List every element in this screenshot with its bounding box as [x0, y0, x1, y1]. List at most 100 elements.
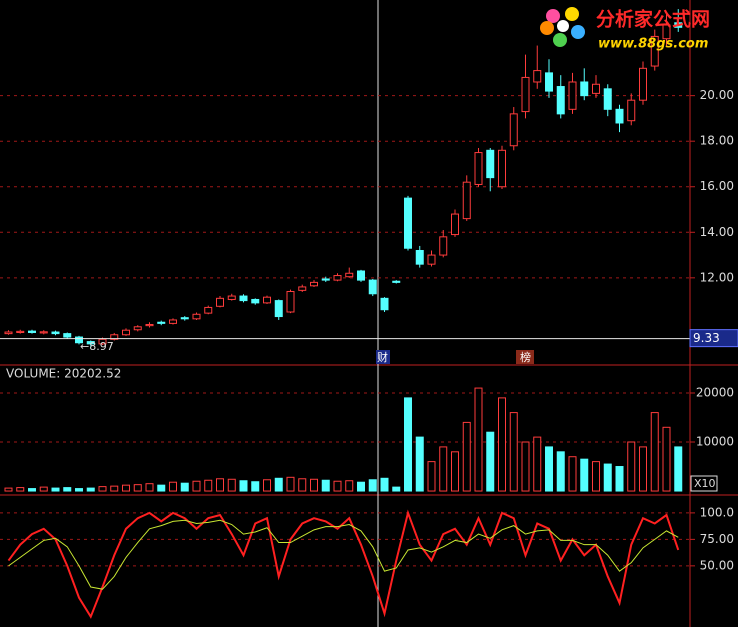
volume-bar [474, 387, 483, 492]
low-annotation: ←8.97 [80, 340, 114, 353]
logo-petal [540, 21, 554, 35]
y-tick-label: 100.0 [700, 505, 734, 519]
volume-bar [462, 421, 471, 492]
y-tick-label: 10000 [696, 435, 734, 449]
y-tick-label: 20000 [696, 385, 734, 399]
volume-bar [310, 478, 318, 492]
candle-body [192, 313, 201, 320]
candle-body [310, 281, 318, 287]
panel-title: VOLUME: 20202.52 [6, 367, 121, 381]
volume-bar [286, 476, 295, 492]
volume-bar [333, 480, 342, 492]
volume-bar [662, 426, 671, 492]
volume-bar [39, 486, 48, 492]
candle-body [63, 333, 72, 338]
candle-body [28, 330, 36, 333]
volume-bar [51, 487, 60, 492]
candle-body [509, 113, 518, 147]
volume-bar [615, 466, 624, 492]
logo-title: 分析家公式网 [596, 8, 710, 31]
volume-bar [627, 441, 636, 492]
candle-body [603, 88, 612, 110]
candle-body [133, 326, 142, 331]
volume-bar [145, 483, 154, 492]
logo-petal [571, 25, 585, 39]
candle-body [122, 329, 130, 336]
candle-body [568, 81, 577, 110]
candle-body [451, 213, 459, 236]
candle-body [251, 298, 260, 304]
volume-bar [263, 479, 271, 492]
volume-bar [133, 484, 142, 492]
candle-body [75, 336, 83, 344]
candle-body [110, 334, 119, 340]
volume-bar [98, 486, 107, 492]
volume-bar [568, 456, 577, 492]
volume-bar [486, 431, 495, 492]
candle-body [545, 72, 553, 92]
volume-bar [639, 446, 647, 492]
candle-body [16, 330, 25, 333]
candle-body [345, 272, 354, 278]
candle-body [145, 324, 154, 327]
volume-bar [451, 451, 459, 492]
candle-body [321, 278, 330, 281]
volume-bar [4, 487, 13, 492]
candle-body [615, 108, 624, 124]
logo-center [557, 20, 569, 32]
candle-body [627, 99, 636, 122]
volume-bar [427, 461, 436, 492]
volume-bar [592, 461, 600, 492]
logo-petal [553, 33, 567, 47]
candle-body [204, 306, 213, 314]
volume-bar [509, 412, 518, 492]
volume-bar [28, 488, 36, 492]
unit-note: X10 [694, 477, 716, 490]
candle-body [650, 35, 659, 67]
volume-bar [86, 487, 95, 492]
candle-body [263, 296, 271, 304]
volume-bar [545, 446, 553, 492]
y-tick-label: 12.00 [700, 270, 734, 284]
y-tick-label: 50.00 [700, 558, 734, 572]
volume-bar [110, 485, 119, 492]
candle-body [439, 236, 448, 256]
candle-body [98, 338, 107, 345]
volume-bar [251, 481, 260, 492]
volume-bar [169, 481, 177, 492]
volume-bar [580, 458, 589, 492]
candle-body [521, 76, 530, 113]
cursor-price-label: 9.33 [693, 331, 720, 345]
logo-url: www.88gs.com [598, 37, 708, 52]
y-tick-label: 20.00 [700, 88, 734, 102]
volume-bar [404, 397, 412, 492]
event-marker: 财 [377, 350, 388, 364]
volume-bar [227, 478, 236, 492]
candle-body [427, 254, 436, 265]
volume-bar [180, 482, 189, 492]
cursor-price-box [689, 329, 738, 348]
volume-bar [392, 486, 401, 492]
volume-bar [345, 480, 354, 492]
y-tick-label: 18.00 [700, 134, 734, 148]
candle-body [404, 197, 412, 249]
volume-bar [239, 480, 248, 492]
candle-body [533, 70, 542, 83]
volume-bar [192, 480, 201, 492]
candle-body [39, 331, 48, 334]
candle-body [216, 297, 224, 307]
volume-bar [380, 477, 389, 492]
volume-bar [439, 446, 448, 492]
candle-body [474, 152, 483, 185]
candle-body [662, 24, 671, 40]
unit-box [690, 475, 718, 492]
candle-body [592, 83, 600, 94]
candle-body [368, 279, 377, 295]
candle-body [556, 86, 565, 115]
volume-bar [75, 488, 83, 492]
y-tick-label: 75.00 [700, 532, 734, 546]
volume-bar [603, 463, 612, 492]
volume-bar [216, 478, 224, 492]
